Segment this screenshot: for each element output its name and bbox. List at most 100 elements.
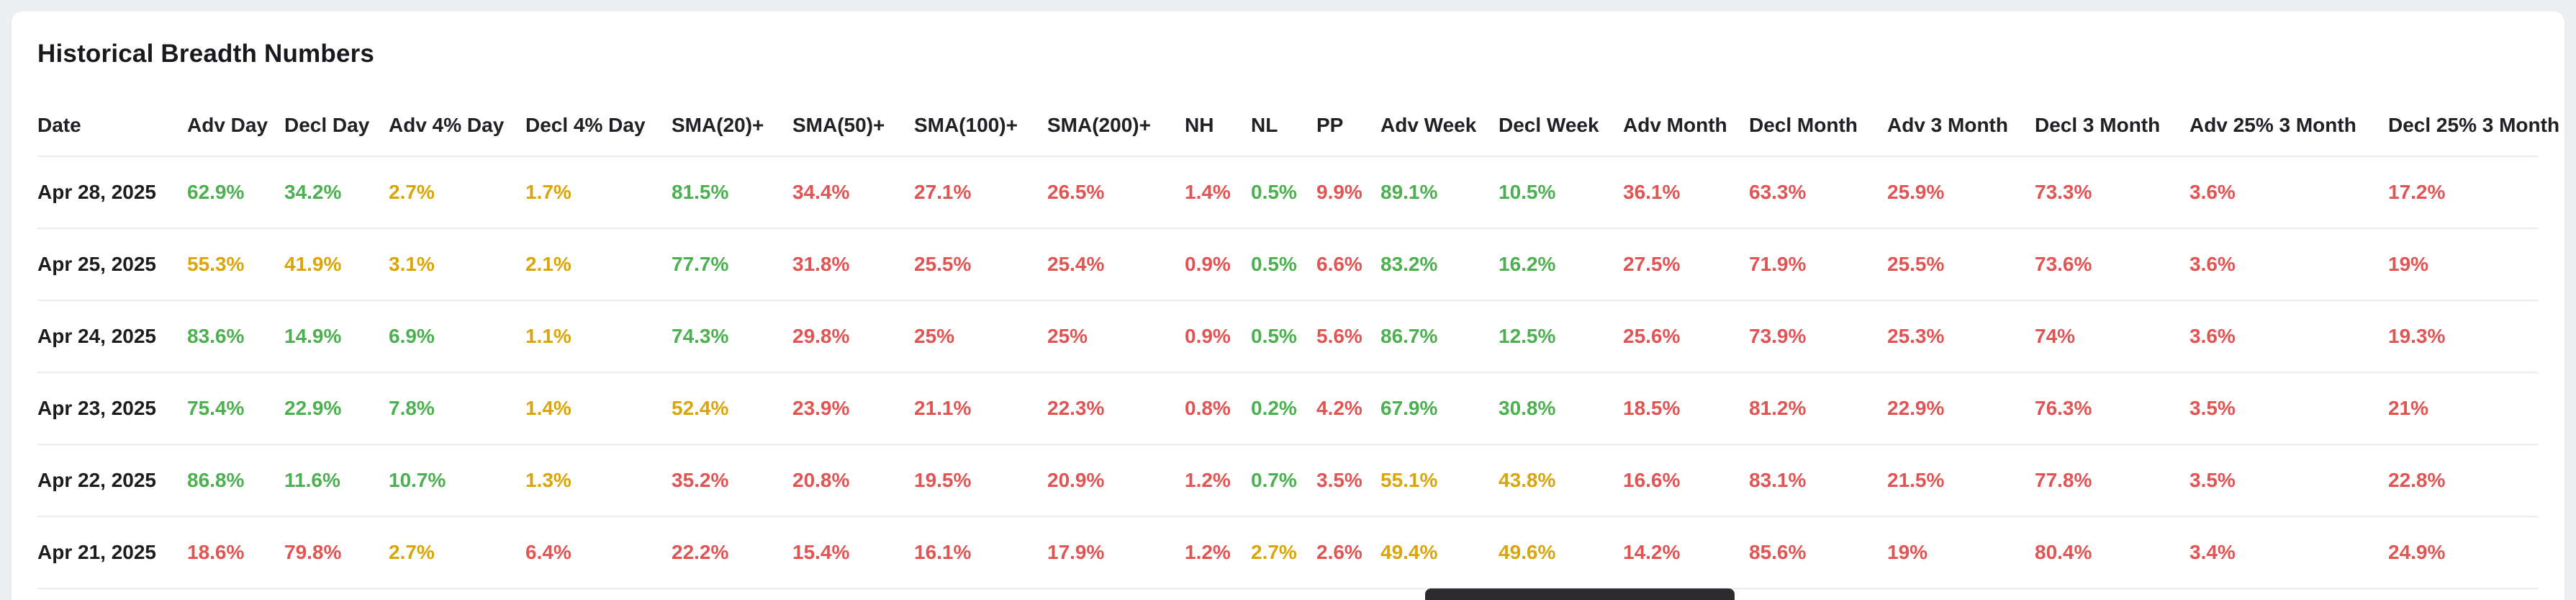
historical-breadth-card: Historical Breadth Numbers Date Adv Day De… [12,12,2564,600]
value-cell: 67.9% [1380,372,1499,445]
table-row: Apr 23, 2025 75.4% 22.9% 7.8% 1.4% 52.4% 23.9%… [37,372,2539,445]
value-cell: 52.4% [672,372,792,445]
value-cell: 79.8% [284,516,389,589]
table-row: Apr 22, 2025 86.8% 11.6% 10.7% 1.3% 35.2% 20.8… [37,444,2539,517]
value-cell: 18.5% [1623,372,1749,445]
value-cell: 25.6% [1623,300,1749,373]
value-cell: 55.3% [187,228,284,301]
column-header-sma-20: SMA(20)+ [672,69,792,157]
value-cell: 73.3% [2035,156,2189,229]
value-cell: 3.1% [389,228,525,301]
value-cell: 86.7% [1380,300,1499,373]
value-cell: 25.3% [1887,300,2035,373]
value-cell: 23.9% [792,372,914,445]
value-cell: 3.4% [2189,516,2388,589]
value-cell: 85.6% [1749,516,1887,589]
column-header-decl-day: Decl Day [284,69,389,157]
column-header-adv-4-day: Adv 4% Day [389,69,525,157]
value-cell: 14.9% [284,300,389,373]
value-cell: 0.9% [1185,300,1251,373]
value-cell: 74.3% [672,300,792,373]
value-cell: 6.6% [1316,228,1380,301]
value-cell: 74% [2035,300,2189,373]
value-cell: 73.9% [1749,300,1887,373]
value-cell: 71.9% [1749,228,1887,301]
value-cell: 2.6% [1316,516,1380,589]
value-cell: 15.4% [792,516,914,589]
value-cell: 24.9% [2388,516,2539,589]
column-header-adv-day: Adv Day [187,69,284,157]
value-cell: 22.8% [2388,444,2539,517]
value-cell: 4.2% [1316,372,1380,445]
value-cell: 1.2% [1185,516,1251,589]
value-cell: 9.9% [1316,156,1380,229]
value-cell: 17.9% [1047,516,1185,589]
value-cell: 0.5% [1251,228,1316,301]
column-header-adv-3-month: Adv 3 Month [1887,69,2035,157]
value-cell: 43.8% [1499,444,1623,517]
value-cell: 1.3% [525,444,672,517]
value-cell: 62.9% [187,156,284,229]
value-cell: 1.2% [1185,444,1251,517]
column-header-decl-month: Decl Month [1749,69,1887,157]
column-header-sma-100: SMA(100)+ [914,69,1047,157]
column-header-nl: NL [1251,69,1316,157]
value-cell: 25.5% [1887,228,2035,301]
value-cell: 22.9% [1887,372,2035,445]
partial-bottom-overlay [1425,588,1735,600]
value-cell: 76.3% [2035,372,2189,445]
table-row: Apr 24, 2025 83.6% 14.9% 6.9% 1.1% 74.3% 29.8%… [37,300,2539,373]
date-cell: Apr 22, 2025 [37,444,187,517]
value-cell: 41.9% [284,228,389,301]
table-row: Apr 28, 2025 62.9% 34.2% 2.7% 1.7% 81.5% 34.4%… [37,156,2539,229]
value-cell: 25% [914,300,1047,373]
value-cell: 10.7% [389,444,525,517]
column-header-nh: NH [1185,69,1251,157]
value-cell: 25.4% [1047,228,1185,301]
value-cell: 34.4% [792,156,914,229]
table-head: Date Adv Day Decl Day Adv 4% Day Decl 4% Day… [37,69,2559,157]
value-cell: 25.5% [914,228,1047,301]
value-cell: 18.6% [187,516,284,589]
value-cell: 22.9% [284,372,389,445]
column-header-decl-25-3-month: Decl 25% 3 Month [2388,69,2559,157]
value-cell: 31.8% [792,228,914,301]
value-cell: 49.6% [1499,516,1623,589]
value-cell: 27.5% [1623,228,1749,301]
date-cell: Apr 28, 2025 [37,156,187,229]
value-cell: 0.8% [1185,372,1251,445]
value-cell: 29.8% [792,300,914,373]
value-cell: 83.6% [187,300,284,373]
column-header-pp: PP [1316,69,1380,157]
value-cell: 3.5% [2189,444,2388,517]
value-cell: 3.6% [2189,156,2388,229]
value-cell: 77.8% [2035,444,2189,517]
column-header-sma-50: SMA(50)+ [792,69,914,157]
column-header-decl-week: Decl Week [1499,69,1623,157]
column-header-decl-4-day: Decl 4% Day [525,69,672,157]
value-cell: 2.1% [525,228,672,301]
value-cell: 11.6% [284,444,389,517]
column-header-date: Date [37,69,187,157]
value-cell: 0.5% [1251,300,1316,373]
value-cell: 3.6% [2189,228,2388,301]
table-row: Apr 25, 2025 55.3% 41.9% 3.1% 2.1% 77.7% 31.8%… [37,228,2539,301]
date-cell: Apr 23, 2025 [37,372,187,445]
date-cell: Apr 21, 2025 [37,516,187,589]
value-cell: 1.4% [525,372,672,445]
value-cell: 19% [1887,516,2035,589]
value-cell: 19% [2388,228,2539,301]
value-cell: 16.6% [1623,444,1749,517]
value-cell: 35.2% [672,444,792,517]
value-cell: 1.7% [525,156,672,229]
breadth-table: Date Adv Day Decl Day Adv 4% Day Decl 4% Day… [37,69,2559,589]
column-header-adv-25-3-month: Adv 25% 3 Month [2189,69,2388,157]
value-cell: 75.4% [187,372,284,445]
value-cell: 19.3% [2388,300,2539,373]
value-cell: 25% [1047,300,1185,373]
value-cell: 0.5% [1251,156,1316,229]
value-cell: 81.2% [1749,372,1887,445]
value-cell: 21.1% [914,372,1047,445]
value-cell: 34.2% [284,156,389,229]
